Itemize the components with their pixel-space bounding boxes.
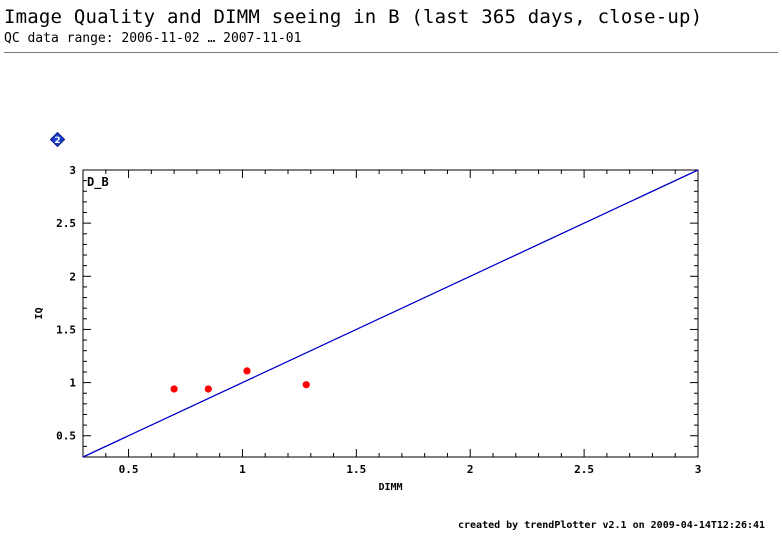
x-tick-label: 3 <box>695 463 702 476</box>
y-tick-label: 0.5 <box>56 430 76 443</box>
y-tick-label: 1 <box>69 377 76 390</box>
data-range-subtitle: QC data range: 2006-11-02 … 2007-11-01 <box>4 31 302 46</box>
y-tick-labels: 0.5 1 1.5 2 2.5 3 <box>56 164 76 443</box>
data-point <box>204 385 212 393</box>
header-divider <box>4 52 778 53</box>
y-tick-label: 2 <box>69 270 76 283</box>
x-tick-label: 2 <box>467 463 474 476</box>
y-tick-label: 1.5 <box>56 323 76 336</box>
data-point <box>243 367 251 375</box>
x-axis-label: DIMM <box>378 482 402 493</box>
data-points <box>170 367 310 393</box>
x-tick-labels: 0.5 1 1.5 2 2.5 3 <box>119 463 702 476</box>
x-tick-label: 0.5 <box>119 463 139 476</box>
plot-frame <box>82 169 699 458</box>
y-tick-label: 2.5 <box>56 217 76 230</box>
x-tick-label: 2.5 <box>574 463 594 476</box>
reference-line <box>82 169 699 458</box>
y-axis-label: IQ <box>34 307 45 319</box>
y-tick-label: 3 <box>69 164 76 177</box>
x-tick-label: 1.5 <box>346 463 366 476</box>
help-icon[interactable]: 2 <box>50 132 65 147</box>
footer-credit: created by trendPlotter v2.1 on 2009-04-… <box>458 520 766 531</box>
data-point <box>302 381 310 389</box>
page-title: Image Quality and DIMM seeing in B (last… <box>4 6 703 28</box>
data-point <box>170 385 178 393</box>
panel-label: D_B <box>87 175 109 190</box>
help-icon-glyph: 2 <box>54 136 60 146</box>
x-tick-label: 1 <box>239 463 246 476</box>
